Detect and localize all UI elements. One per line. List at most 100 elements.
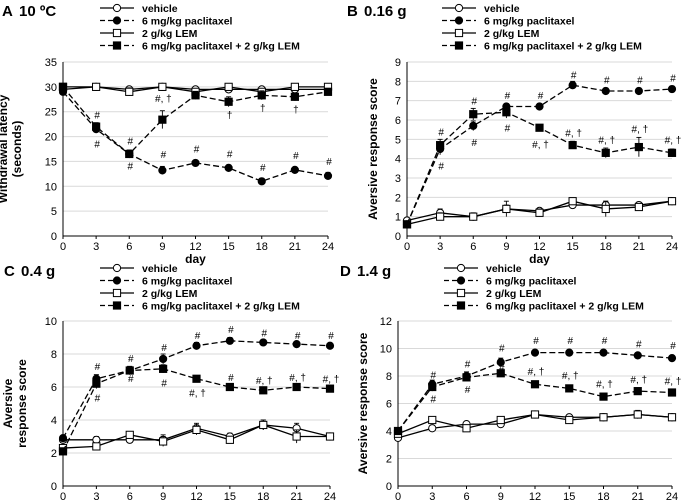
y-tick-label: 0 xyxy=(51,231,57,243)
data-point xyxy=(259,420,268,430)
data-point xyxy=(667,388,677,397)
y-tick-label: 30 xyxy=(45,82,57,94)
legend-marker xyxy=(456,288,466,298)
y-axis-label-line: Withdrawal latency xyxy=(0,94,10,203)
significance-mark: † xyxy=(293,105,299,116)
legend-item: 6 mg/kg paclitaxel xyxy=(100,276,233,288)
data-point xyxy=(633,351,642,360)
data-point xyxy=(667,413,677,422)
x-tick-label: 18 xyxy=(256,241,268,253)
data-point xyxy=(601,86,610,96)
data-point xyxy=(224,97,233,106)
significance-mark: # xyxy=(465,359,471,370)
data-point xyxy=(325,384,335,393)
series-line xyxy=(397,351,673,432)
y-axis-label-line: Aversive response score xyxy=(366,78,380,220)
data-point xyxy=(535,123,544,132)
legend-label: 2 g/kg LEM xyxy=(486,288,542,300)
legend-marker xyxy=(454,28,464,38)
y-tick-label: 0 xyxy=(386,481,392,493)
data-point xyxy=(496,369,505,378)
y-tick-label: 9 xyxy=(395,57,401,69)
legend-marker xyxy=(112,41,122,50)
significance-mark: #, † xyxy=(665,377,682,388)
legend-marker xyxy=(456,263,466,273)
legend-marker xyxy=(456,276,466,285)
data-point xyxy=(259,386,268,395)
significance-mark: #, † xyxy=(289,373,306,384)
significance-mark: # xyxy=(438,161,444,172)
y-tick-label: 0 xyxy=(51,481,57,493)
significance-mark: # xyxy=(670,341,676,352)
significance-mark: # xyxy=(637,75,643,86)
data-point xyxy=(402,220,412,229)
x-tick-label: 9 xyxy=(498,491,504,503)
significance-mark: # xyxy=(538,91,544,102)
data-point xyxy=(667,197,677,206)
significance-mark: # xyxy=(471,97,477,108)
x-axis-label: day xyxy=(525,502,546,504)
significance-mark: # xyxy=(161,343,167,354)
significance-mark: # xyxy=(499,344,505,355)
x-tick-label: 18 xyxy=(257,491,269,503)
legend-item: 6 mg/kg paclitaxel xyxy=(444,276,577,288)
x-tick-label: 6 xyxy=(463,491,469,503)
data-point xyxy=(290,92,299,101)
significance-mark: #, † xyxy=(632,125,649,136)
significance-mark: # xyxy=(571,71,577,82)
data-point xyxy=(290,165,299,174)
legend-marker xyxy=(112,301,122,310)
data-point xyxy=(192,374,201,383)
data-point xyxy=(225,435,234,444)
x-tick-label: 21 xyxy=(291,491,303,503)
x-tick-label: 21 xyxy=(633,241,645,253)
data-point xyxy=(436,212,445,221)
x-tick-label: 3 xyxy=(437,241,443,253)
x-tick-label: 9 xyxy=(160,491,166,503)
x-tick-label: 12 xyxy=(189,241,201,253)
x-tick-label: 15 xyxy=(223,241,235,253)
data-point xyxy=(428,415,437,425)
data-point xyxy=(224,163,233,172)
legend-item: vehicle xyxy=(100,3,178,15)
legend-item: 6 mg/kg paclitaxel + 2 g/kg LEM xyxy=(100,41,300,53)
legend-marker xyxy=(112,276,122,285)
significance-mark: # xyxy=(499,363,505,374)
significance-mark: # xyxy=(328,331,334,342)
data-point xyxy=(469,121,478,130)
x-tick-label: 3 xyxy=(93,241,99,253)
legend-label: vehicle xyxy=(142,3,178,15)
data-point xyxy=(462,373,471,382)
x-axis-label: day xyxy=(529,252,550,266)
x-tick-label: 12 xyxy=(533,241,545,253)
data-point xyxy=(428,382,437,392)
significance-mark: # xyxy=(127,137,133,148)
significance-mark: # xyxy=(228,325,234,336)
x-tick-label: 0 xyxy=(395,491,401,503)
series-2 xyxy=(402,80,677,229)
significance-mark: #, † xyxy=(323,375,340,386)
significance-mark: † xyxy=(260,104,266,115)
legend-label: vehicle xyxy=(486,263,522,275)
significance-mark: # xyxy=(95,362,101,373)
significance-mark: # xyxy=(430,394,436,405)
series-3 xyxy=(58,419,335,453)
significance-mark: # xyxy=(195,331,201,342)
data-point xyxy=(496,358,505,367)
y-axis-label: Aversive response score xyxy=(366,78,380,220)
data-point xyxy=(292,382,301,392)
data-point xyxy=(496,415,505,425)
legend-item: 2 g/kg LEM xyxy=(444,288,542,300)
legend-marker xyxy=(454,41,464,50)
data-point xyxy=(159,437,168,446)
data-point xyxy=(257,91,266,100)
data-point xyxy=(502,108,511,117)
y-tick-label: 5 xyxy=(51,206,57,218)
y-tick-label: 8 xyxy=(51,349,57,361)
x-tick-label: 21 xyxy=(632,491,644,503)
y-tick-label: 25 xyxy=(45,107,57,119)
data-point xyxy=(292,432,301,441)
